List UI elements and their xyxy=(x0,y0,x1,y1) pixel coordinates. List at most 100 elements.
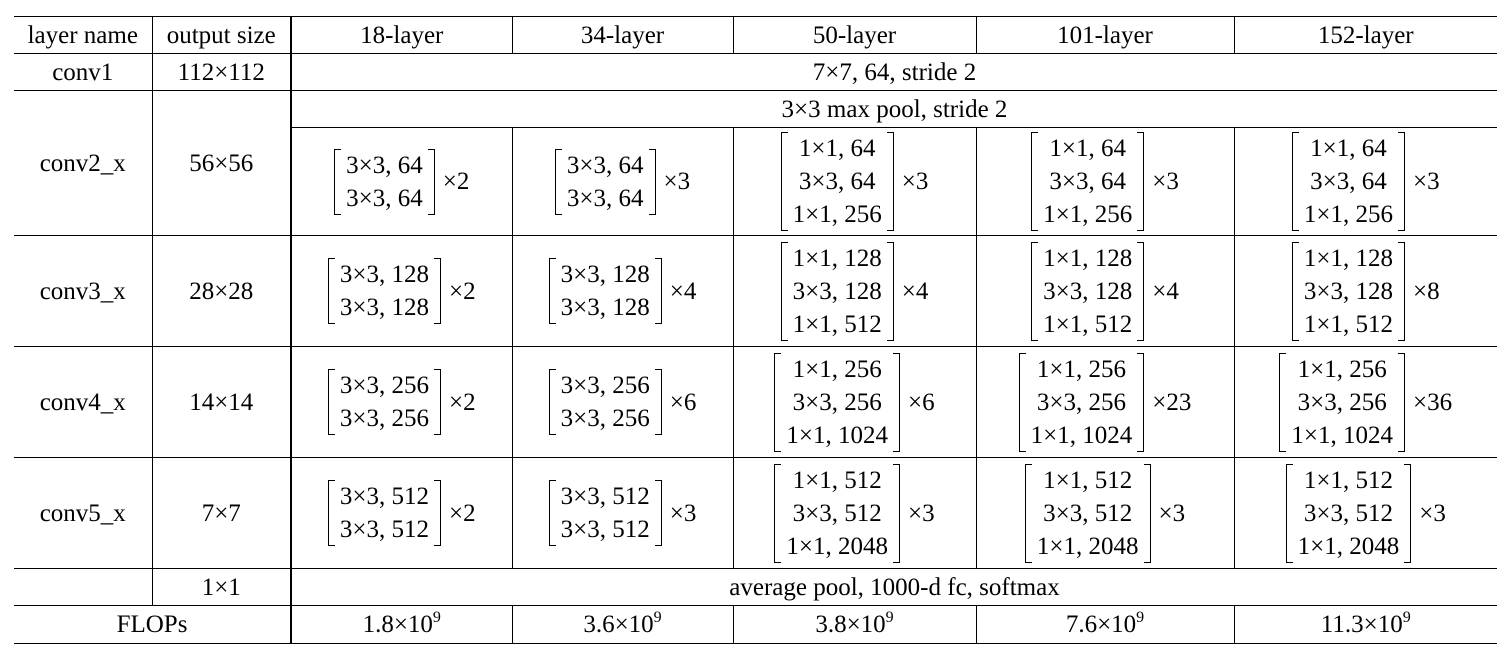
block-multiplier: ×6 xyxy=(669,388,697,416)
block-line: 3×3, 512 xyxy=(1043,499,1133,527)
block-line: 1×1, 256 xyxy=(1036,355,1126,383)
block-line: 3×3, 64 xyxy=(1310,168,1387,195)
block-line: 3×3, 256 xyxy=(1036,388,1126,416)
conv5-output: 7×7 xyxy=(151,457,291,569)
flops-18-exp: 9 xyxy=(432,609,441,626)
block-matrix: 3×3, 512 3×3, 512 xyxy=(327,480,442,546)
block-multiplier: ×2 xyxy=(449,499,476,527)
conv5-block-50: 1×1, 512 3×3, 512 1×1, 2048 ×3 xyxy=(732,457,976,569)
block-line: 3×3, 256 xyxy=(792,388,882,416)
block-line: 3×3, 256 xyxy=(339,372,429,399)
avgpool-row: 1×1 average pool, 1000-d fc, softmax xyxy=(14,568,1497,606)
block-line: 3×3, 128 xyxy=(792,277,882,305)
conv4-output: 14×14 xyxy=(151,346,291,458)
block-matrix: 3×3, 256 3×3, 256 xyxy=(548,369,662,435)
conv5-block-101: 1×1, 512 3×3, 512 1×1, 2048 ×3 xyxy=(975,457,1234,569)
block-multiplier: ×36 xyxy=(1413,388,1453,416)
header-34-layer: 34-layer xyxy=(511,16,733,54)
block-line: 3×3, 64 xyxy=(566,151,644,179)
block-line: 3×3, 512 xyxy=(792,499,882,527)
conv5-name: conv5_x xyxy=(14,457,152,569)
block-multiplier: ×3 xyxy=(908,499,935,527)
block-line: 3×3, 64 xyxy=(566,184,644,212)
flops-50: 3.8×109 xyxy=(732,605,976,644)
block-matrix: 1×1, 64 3×3, 64 1×1, 256 xyxy=(780,132,894,231)
block-line: 1×1, 128 xyxy=(1043,244,1133,272)
block-matrix: 3×3, 64 3×3, 64 xyxy=(334,148,435,215)
block-matrix: 1×1, 512 3×3, 512 1×1, 2048 xyxy=(1024,463,1151,563)
conv1-row: conv1 112×112 7×7, 64, stride 2 xyxy=(14,53,1497,91)
block-line: 3×3, 512 xyxy=(339,516,429,543)
flops-152: 11.3×109 xyxy=(1233,605,1497,644)
block-matrix: 3×3, 256 3×3, 256 xyxy=(327,369,442,435)
block-line: 3×3, 512 xyxy=(560,516,650,543)
block-spec: 3×3, 128 3×3, 128 ×4 xyxy=(548,258,697,324)
flops-152-exp: 9 xyxy=(1402,609,1411,626)
block-spec: 1×1, 512 3×3, 512 1×1, 2048 ×3 xyxy=(1024,463,1185,563)
conv3-block-101: 1×1, 128 3×3, 128 1×1, 512 ×4 xyxy=(975,235,1234,347)
conv1-spec: 7×7, 64, stride 2 xyxy=(290,53,1497,91)
block-line: 1×1, 2048 xyxy=(1297,532,1400,560)
conv3-output: 28×28 xyxy=(151,235,291,347)
conv2-row: 3×3, 64 3×3, 64 ×2 3×3, 64 3×3, 64 ×3 1×1, 6… xyxy=(14,127,1497,236)
block-spec: 3×3, 64 3×3, 64 ×2 xyxy=(334,148,469,215)
block-line: 1×1, 512 xyxy=(792,310,882,338)
header-layer-name: layer name xyxy=(14,16,152,54)
block-matrix: 3×3, 512 3×3, 512 xyxy=(548,480,662,546)
block-line: 1×1, 1024 xyxy=(786,421,888,449)
block-matrix: 3×3, 128 3×3, 128 xyxy=(548,258,662,324)
block-spec: 1×1, 128 3×3, 128 1×1, 512 ×8 xyxy=(1291,241,1440,341)
flops-34: 3.6×109 xyxy=(511,605,733,644)
block-matrix: 1×1, 256 3×3, 256 1×1, 1024 xyxy=(1018,352,1145,452)
avgpool-name xyxy=(14,568,152,606)
conv4-block-50: 1×1, 256 3×3, 256 1×1, 1024 ×6 xyxy=(732,346,976,458)
conv4-block-152: 1×1, 256 3×3, 256 1×1, 1024 ×36 xyxy=(1233,346,1497,458)
block-line: 3×3, 256 xyxy=(560,372,650,399)
block-spec: 3×3, 128 3×3, 128 ×2 xyxy=(327,258,476,324)
avgpool-output: 1×1 xyxy=(151,568,291,606)
block-multiplier: ×4 xyxy=(1152,277,1179,305)
block-line: 3×3, 256 xyxy=(339,405,429,432)
block-line: 3×3, 128 xyxy=(339,294,429,321)
block-spec: 1×1, 128 3×3, 128 1×1, 512 ×4 xyxy=(1031,241,1179,341)
conv3-block-152: 1×1, 128 3×3, 128 1×1, 512 ×8 xyxy=(1233,235,1497,347)
conv3-name: conv3_x xyxy=(14,235,152,347)
block-line: 1×1, 64 xyxy=(1310,135,1387,162)
flops-50-base: 3.8×10 xyxy=(815,611,886,638)
block-line: 3×3, 256 xyxy=(1297,388,1387,416)
max-pool-spec: 3×3 max pool, stride 2 xyxy=(290,90,1497,128)
block-line: 1×1, 512 xyxy=(792,466,882,494)
block-line: 1×1, 2048 xyxy=(786,532,888,560)
conv4-block-34: 3×3, 256 3×3, 256 ×6 xyxy=(511,346,733,458)
block-multiplier: ×8 xyxy=(1413,277,1440,305)
conv2-block-101: 1×1, 64 3×3, 64 1×1, 256 ×3 xyxy=(975,127,1234,236)
header-152-layer: 152-layer xyxy=(1233,16,1497,54)
block-line: 1×1, 1024 xyxy=(1291,421,1393,449)
block-line: 3×3, 64 xyxy=(798,168,876,195)
block-spec: 1×1, 64 3×3, 64 1×1, 256 ×3 xyxy=(1291,132,1440,231)
conv4-name: conv4_x xyxy=(14,346,152,458)
flops-row: FLOPs 1.8×109 3.6×109 3.8×109 7.6×109 11… xyxy=(14,605,1497,644)
block-line: 1×1, 256 xyxy=(1297,355,1387,383)
flops-18: 1.8×109 xyxy=(290,605,512,644)
block-line: 1×1, 128 xyxy=(1303,244,1393,272)
block-multiplier: ×4 xyxy=(669,277,697,305)
block-spec: 1×1, 256 3×3, 256 1×1, 1024 ×36 xyxy=(1279,352,1453,452)
block-line: 3×3, 128 xyxy=(1303,277,1393,305)
block-matrix: 1×1, 256 3×3, 256 1×1, 1024 xyxy=(1279,352,1405,452)
block-line: 1×1, 64 xyxy=(1049,135,1126,162)
block-line: 3×3, 128 xyxy=(339,261,429,288)
conv2-block-152: 1×1, 64 3×3, 64 1×1, 256 ×3 xyxy=(1233,127,1497,236)
block-spec: 1×1, 128 3×3, 128 1×1, 512 ×4 xyxy=(780,241,929,341)
block-multiplier: ×2 xyxy=(449,277,476,305)
avgpool-spec: average pool, 1000-d fc, softmax xyxy=(290,568,1497,606)
block-multiplier: ×4 xyxy=(901,277,929,305)
block-spec: 1×1, 256 3×3, 256 1×1, 1024 ×6 xyxy=(774,352,935,452)
header-101-layer: 101-layer xyxy=(975,16,1234,54)
flops-101: 7.6×109 xyxy=(975,605,1234,644)
block-line: 1×1, 1024 xyxy=(1030,421,1133,449)
conv5-block-152: 1×1, 512 3×3, 512 1×1, 2048 ×3 xyxy=(1233,457,1497,569)
block-multiplier: ×23 xyxy=(1152,388,1192,416)
block-line: 3×3, 128 xyxy=(1043,277,1133,305)
header-output-size: output size xyxy=(151,16,291,54)
